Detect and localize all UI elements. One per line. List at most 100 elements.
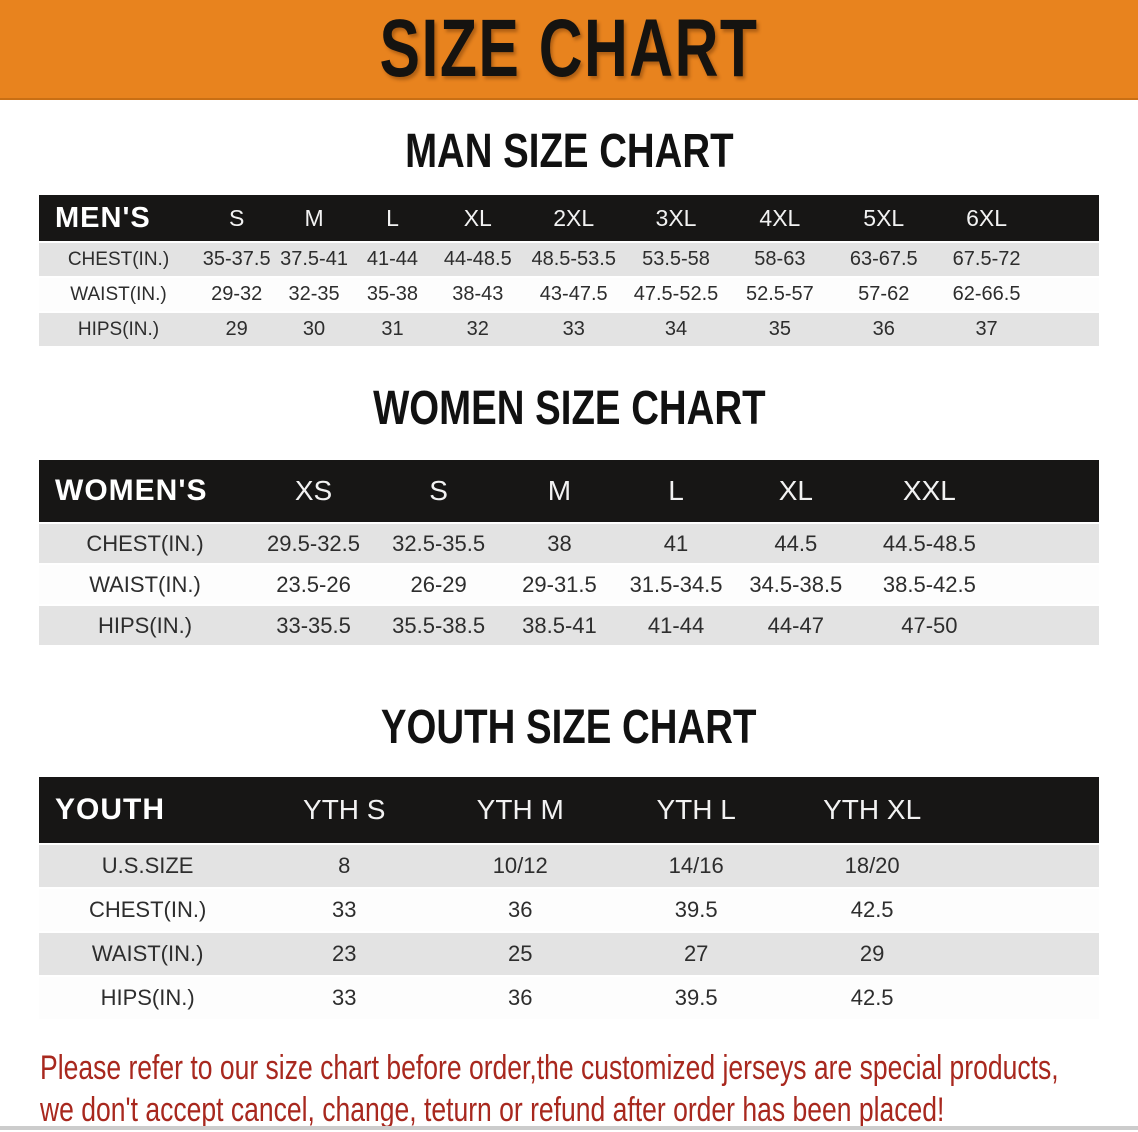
row-label: HIPS(IN.)	[77, 318, 160, 340]
youth-chest-row: CHEST(IN.) 33 36 39.5 42.5	[39, 889, 1099, 931]
women-chest-row: CHEST(IN.) 29.5-32.5 32.5-35.5 38 41 44.…	[39, 524, 1099, 563]
table-cell: 30	[302, 318, 326, 340]
women-size-header: S	[429, 475, 448, 506]
youth-ussize-row: U.S.SIZE 8 10/12 14/16 18/20	[39, 845, 1099, 887]
women-waist-row: WAIST(IN.) 23.5-26 26-29 29-31.5 31.5-34…	[39, 565, 1099, 604]
table-cell: 43-47.5	[539, 283, 608, 305]
men-size-header: XL	[463, 204, 492, 231]
women-size-header: XXL	[902, 475, 956, 506]
table-cell: 58-63	[754, 248, 806, 270]
table-cell: 53.5-58	[642, 248, 710, 270]
men-header-row: MEN'S S M L XL 2XL 3XL 4XL 5XL 6XL	[39, 195, 1099, 241]
table-cell: 39.5	[674, 897, 718, 922]
row-label: CHEST(IN.)	[86, 530, 204, 556]
table-cell: 35-38	[366, 283, 419, 305]
banner: SIZE CHART	[0, 0, 1138, 100]
table-cell: 23	[332, 941, 357, 966]
table-cell: 26-29	[410, 571, 467, 597]
spacer-cell	[960, 977, 1099, 1019]
men-size-header: 4XL	[759, 204, 801, 231]
table-cell: 34	[664, 318, 688, 340]
youth-header-row: YOUTH YTH S YTH M YTH L YTH XL	[39, 777, 1099, 843]
youth-size-header: YTH XL	[823, 794, 922, 825]
row-label: WAIST(IN.)	[89, 571, 201, 597]
table-cell: 34.5-38.5	[749, 571, 843, 597]
table-cell: 33	[332, 897, 357, 922]
table-cell: 29	[859, 941, 885, 966]
women-header-row: WOMEN'S XS S M L XL XXL	[39, 460, 1099, 522]
table-cell: 52.5-57	[745, 283, 814, 305]
women-hips-row: HIPS(IN.) 33-35.5 35.5-38.5 38.5-41 41-4…	[39, 606, 1099, 645]
table-cell: 23.5-26	[276, 571, 351, 597]
spacer-cell	[960, 889, 1099, 931]
women-table-label: WOMEN'S	[55, 474, 208, 507]
table-cell: 32-35	[288, 283, 340, 305]
table-cell: 41-44	[366, 248, 419, 270]
table-cell: 37	[975, 318, 998, 340]
spacer-cell	[960, 933, 1099, 975]
table-cell: 47.5-52.5	[633, 283, 719, 305]
women-size-header: L	[668, 475, 684, 506]
table-cell: 42.5	[850, 897, 894, 922]
row-label: HIPS(IN.)	[100, 985, 195, 1010]
table-cell: 44-47	[767, 612, 824, 638]
table-cell: 36	[507, 897, 533, 922]
table-cell: 29	[225, 318, 248, 340]
banner-title: SIZE CHART	[379, 3, 759, 94]
table-cell: 67.5-72	[952, 248, 1021, 270]
table-cell: 33	[332, 985, 357, 1010]
table-cell: 44.5	[774, 530, 818, 556]
table-cell: 38	[547, 530, 572, 556]
men-size-header: M	[304, 204, 324, 231]
spacer-cell	[1001, 524, 1099, 563]
table-cell: 25	[507, 941, 533, 966]
table-cell: 41	[663, 530, 689, 556]
row-label: CHEST(IN.)	[88, 897, 207, 922]
youth-waist-row: WAIST(IN.) 23 25 27 29	[39, 933, 1099, 975]
table-cell: 32.5-35.5	[392, 530, 486, 556]
spacer-cell	[960, 845, 1099, 887]
table-cell: 31	[381, 318, 404, 340]
spacer-cell	[960, 777, 1099, 843]
youth-size-table: YOUTH YTH S YTH M YTH L YTH XL U.S.SIZE …	[39, 775, 1099, 1021]
youth-size-header: YTH M	[476, 794, 564, 825]
table-cell: 10/12	[492, 853, 548, 878]
row-label: WAIST(IN.)	[70, 283, 167, 305]
men-size-header: 2XL	[553, 204, 595, 231]
table-cell: 44-48.5	[443, 248, 512, 270]
table-cell: 37.5-41	[280, 248, 348, 270]
disclaimer-line-1: Please refer to our size chart before or…	[40, 1049, 1059, 1087]
spacer-cell	[1037, 243, 1099, 276]
spacer-cell	[1037, 313, 1099, 346]
spacer-cell	[1037, 278, 1099, 311]
table-cell: 42.5	[850, 985, 894, 1010]
table-cell: 48.5-53.5	[531, 248, 616, 270]
table-cell: 14/16	[668, 853, 724, 878]
disclaimer-note: Please refer to our size chart before or…	[40, 1047, 1138, 1131]
row-label: U.S.SIZE	[101, 853, 194, 878]
table-cell: 63-67.5	[849, 248, 918, 270]
table-cell: 47-50	[901, 612, 958, 638]
bottom-border-strip	[0, 1126, 1138, 1130]
men-size-header: 3XL	[655, 204, 697, 231]
table-cell: 8	[338, 853, 351, 878]
disclaimer-line-2: we don't accept cancel, change, teturn o…	[40, 1091, 945, 1129]
spacer-cell	[1001, 606, 1099, 645]
men-size-header: 5XL	[863, 204, 905, 231]
youth-section-heading: YOUTH SIZE CHART	[381, 701, 757, 754]
table-cell: 38.5-42.5	[882, 571, 976, 597]
spacer-cell	[1001, 460, 1099, 522]
table-cell: 29-31.5	[522, 571, 597, 597]
women-size-header: XL	[778, 475, 813, 506]
spacer-cell	[1037, 195, 1099, 241]
women-size-header: M	[547, 475, 572, 506]
youth-table-label: YOUTH	[55, 793, 165, 826]
table-cell: 32	[466, 318, 489, 340]
women-size-table: WOMEN'S XS S M L XL XXL CHEST(IN.) 29.5-…	[39, 458, 1099, 647]
men-hips-row: HIPS(IN.) 29 30 31 32 33 34 35 36 37	[39, 313, 1099, 346]
table-cell: 35	[768, 318, 791, 340]
men-size-table: MEN'S S M L XL 2XL 3XL 4XL 5XL 6XL CHEST…	[39, 193, 1099, 348]
women-section-heading: WOMEN SIZE CHART	[372, 382, 766, 435]
row-label: CHEST(IN.)	[67, 248, 170, 270]
youth-size-header: YTH L	[656, 794, 736, 825]
